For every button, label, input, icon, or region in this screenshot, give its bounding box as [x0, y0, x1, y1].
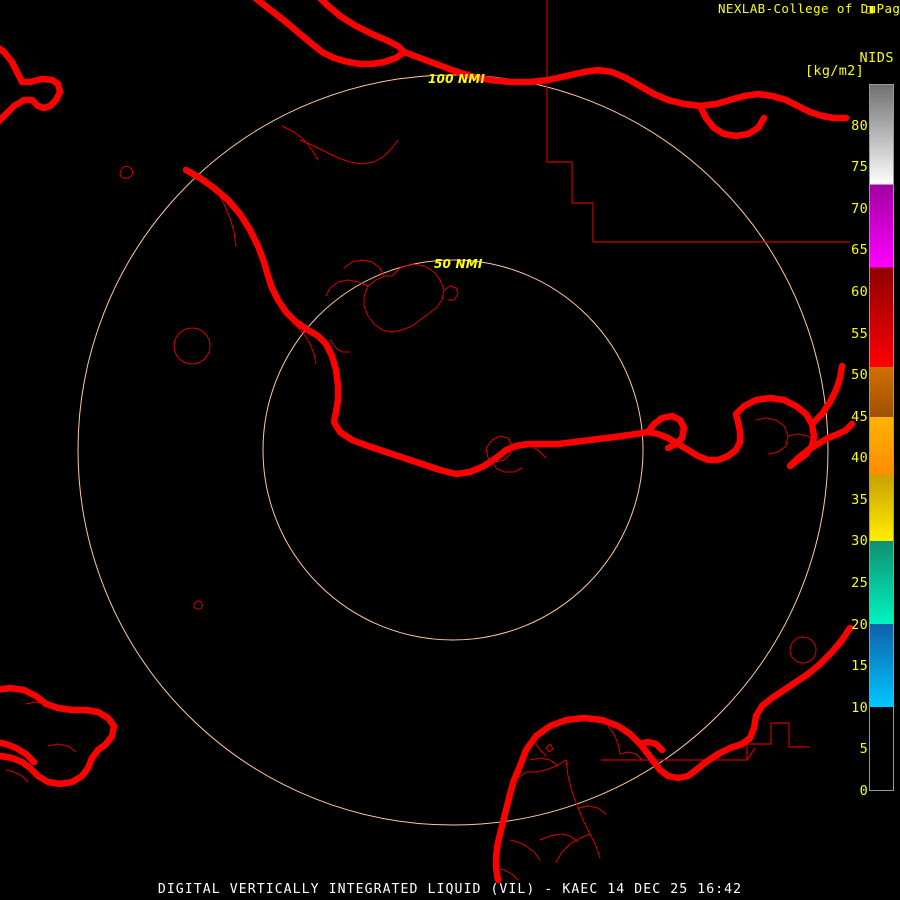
river-south-branch5: [539, 833, 579, 843]
coast-detail-sw-island3: [5, 769, 29, 783]
coast-detail-west-inlets: [295, 325, 317, 365]
inland-lake-north: [343, 259, 385, 277]
range-ring-label-100: 100 NMI: [428, 72, 486, 86]
coast-detail-east-lobe: [755, 417, 789, 455]
coast-detail-east-lobe2: [787, 433, 817, 443]
river-south-branch6: [509, 839, 541, 861]
coastline-north-central: [400, 48, 850, 122]
color-scale-tick-20: 20: [851, 616, 868, 633]
coastline-north-arc: [252, 0, 408, 68]
coastline-south-landmass-se: [692, 624, 854, 774]
islet-small-upper: [119, 165, 133, 179]
coast-detail-nw-ribbon: [205, 177, 237, 247]
boundary-se-stairstep: [601, 722, 810, 761]
color-scale-gradient: [870, 85, 893, 790]
islet-round-east: [789, 636, 817, 664]
river-south-branch3: [555, 833, 591, 863]
coastline-south-sweep: [330, 410, 744, 478]
river-south-branch4: [509, 771, 527, 797]
color-scale-tick-65: 65: [851, 242, 868, 259]
inland-lake-outline: [363, 263, 445, 333]
color-scale-tick-35: 35: [851, 491, 868, 508]
units-label: [kg/m2]: [805, 63, 864, 79]
coastline-sw-island-inner: [0, 739, 38, 766]
coast-detail-north2: [281, 125, 319, 161]
river-south-branch1: [525, 759, 567, 773]
cod-logo-icon: ◨: [866, 1, 874, 16]
coast-detail-south-ne2: [619, 751, 643, 761]
coast-detail-sw-island2: [47, 743, 77, 753]
political-boundary-group: [546, 0, 850, 761]
boundary-ne-stairstep: [546, 0, 850, 243]
coastline-nw-island: [0, 44, 64, 125]
coast-detail-bay: [485, 435, 513, 463]
color-scale-tick-25: 25: [851, 575, 868, 592]
color-scale-tick-30: 30: [851, 533, 868, 550]
coast-detail-south-nw: [529, 757, 559, 767]
color-scale-tick-50: 50: [851, 367, 868, 384]
color-scale-bar[interactable]: [869, 84, 894, 791]
coast-detail-bay3: [489, 459, 523, 473]
color-scale-tick-40: 40: [851, 450, 868, 467]
coast-detail-bay2: [511, 443, 547, 459]
boundary-east-segment: [746, 747, 756, 761]
color-scale-tick-80: 80: [851, 117, 868, 134]
color-scale-tick-45: 45: [851, 408, 868, 425]
river-south-main: [565, 759, 601, 859]
coastline-main-descend: [268, 284, 342, 426]
islet-tiny-south: [545, 743, 554, 753]
provider-credit-label: NEXLAB-College of DuPage: [718, 1, 900, 16]
coastline-main-nw: [182, 166, 276, 292]
islet-round: [173, 327, 211, 365]
color-scale-tick-55: 55: [851, 325, 868, 342]
coastline-south-spur: [636, 738, 666, 754]
color-scale-tick-5: 5: [859, 741, 868, 758]
color-scale-tick-70: 70: [851, 200, 868, 217]
coastline-ne-branch: [696, 102, 768, 140]
coast-detail-north: [299, 139, 399, 165]
color-scale-tick-15: 15: [851, 658, 868, 675]
inland-lake-spur: [443, 285, 459, 301]
coast-detail-south-ne: [607, 725, 621, 755]
color-scale-tick-10: 10: [851, 699, 868, 716]
river-south-branch2: [577, 805, 607, 815]
coastline-detail-group: [5, 125, 817, 881]
coast-detail-west-inlets2: [329, 339, 351, 353]
nids-label: NIDS: [859, 50, 894, 66]
range-ring-group: [77, 74, 829, 826]
river-south-delta: [495, 867, 519, 881]
coastline-group: [0, 0, 856, 884]
coastline-ne-peninsula: [644, 412, 688, 452]
inland-lake-west: [325, 279, 369, 297]
coastline-south-landmass: [516, 714, 700, 782]
range-ring-label-50: 50 NMI: [434, 257, 483, 271]
coast-detail-sw-island: [25, 701, 55, 711]
coast-detail-south-nw2: [533, 741, 547, 757]
product-status-bar: DIGITAL VERTICALLY INTEGRATED LIQUID (VI…: [157, 882, 743, 897]
coastline-sw-island: [0, 684, 118, 788]
range-ring-50: [262, 259, 644, 641]
coastline-east-tail: [786, 420, 856, 470]
islet-tiny-mid: [193, 600, 203, 610]
coastline-east-upper-tail: [808, 362, 846, 428]
color-scale-tick-75: 75: [851, 159, 868, 176]
color-scale-tick-0: 0: [859, 783, 868, 799]
range-ring-100: [77, 74, 829, 826]
color-scale-tick-60: 60: [851, 283, 868, 300]
